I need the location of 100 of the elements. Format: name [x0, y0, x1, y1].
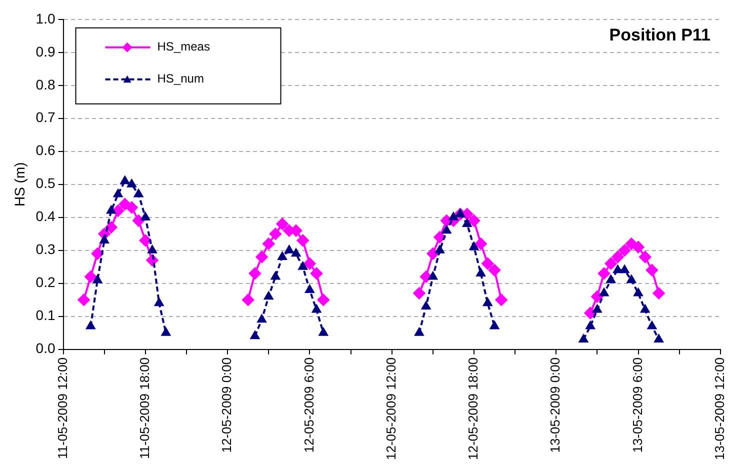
point [468, 214, 480, 227]
y-tick-label: 0.2 [36, 274, 56, 290]
point [462, 218, 472, 227]
point [639, 250, 652, 263]
point [584, 307, 596, 320]
point [298, 262, 308, 270]
point [634, 288, 643, 296]
point [91, 248, 104, 260]
point [242, 294, 254, 306]
x-tick-label: 12-05-2009 12:00 [383, 357, 398, 460]
point [586, 321, 595, 330]
point [652, 287, 665, 300]
legend-label: HS_meas [157, 40, 210, 54]
point [495, 294, 508, 306]
x-tick-label: 11-05-2009 12:00 [54, 357, 70, 460]
point [312, 304, 321, 313]
point [132, 214, 145, 227]
point [318, 328, 328, 336]
point [154, 298, 164, 306]
y-tick-label: 0.4 [36, 208, 56, 224]
point [271, 272, 280, 280]
point [127, 179, 136, 188]
point [448, 212, 458, 220]
point [422, 301, 431, 310]
point [305, 284, 314, 293]
point [264, 292, 274, 300]
point [78, 294, 90, 306]
y-tick-label: 0.3 [36, 241, 56, 258]
point [414, 328, 424, 336]
point [626, 275, 636, 284]
point [618, 244, 631, 256]
point [250, 331, 260, 340]
x-tick-label: 13-05-2009 6:00 [630, 357, 645, 453]
point [278, 252, 287, 260]
point [591, 290, 604, 303]
point [612, 250, 624, 263]
point [284, 245, 294, 254]
chart-title: Position P11 [609, 26, 710, 45]
x-tick-label: 13-05-2009 12:00 [712, 357, 727, 460]
point [106, 206, 116, 214]
point [84, 270, 97, 283]
x-tick-label: 11-05-2009 18:00 [136, 357, 152, 460]
point [120, 176, 130, 184]
point [482, 258, 494, 270]
point [598, 267, 610, 280]
point [435, 245, 444, 254]
point [93, 275, 102, 284]
point [490, 321, 499, 330]
point [654, 334, 664, 342]
x-tick-label: 13-05-2009 0:00 [548, 357, 563, 453]
y-tick-label: 0.1 [36, 307, 56, 324]
point [606, 275, 616, 284]
point [292, 248, 300, 257]
point [126, 201, 138, 214]
point [161, 328, 170, 336]
point [632, 241, 644, 254]
point [304, 258, 316, 270]
point [257, 314, 266, 323]
point [613, 265, 622, 274]
point [276, 218, 288, 230]
x-tick-label: 12-05-2009 18:00 [466, 357, 481, 460]
point [600, 288, 608, 296]
x-tick-label: 12-05-2009 6:00 [301, 357, 316, 453]
point [413, 287, 426, 300]
y-tick-label: 1.0 [36, 10, 56, 26]
point [140, 212, 150, 220]
point [647, 321, 656, 330]
point [134, 189, 144, 198]
point [483, 298, 492, 306]
point [579, 334, 588, 342]
point [148, 245, 157, 254]
point [456, 209, 465, 218]
point [442, 226, 452, 234]
point [620, 265, 630, 274]
point [426, 248, 439, 260]
y-tick-label: 0.8 [36, 76, 56, 92]
point [139, 234, 152, 246]
point [592, 304, 602, 313]
point [114, 189, 122, 198]
point [640, 304, 650, 313]
point [248, 267, 261, 280]
point [269, 228, 282, 240]
legend-label: HS_num [157, 72, 204, 86]
point [256, 250, 268, 263]
point [646, 264, 658, 276]
point [105, 221, 118, 234]
point [100, 235, 109, 244]
point [317, 294, 330, 306]
point [296, 234, 309, 246]
y-axis-title: HS (m) [11, 162, 28, 207]
point [262, 238, 275, 250]
point [488, 264, 501, 276]
point [434, 231, 446, 244]
point [428, 272, 438, 280]
point [476, 268, 486, 276]
point [86, 321, 96, 330]
point [474, 238, 487, 250]
y-tick-label: 0.6 [36, 142, 56, 158]
x-tick-label: 12-05-2009 0:00 [219, 357, 234, 453]
point [310, 267, 323, 280]
